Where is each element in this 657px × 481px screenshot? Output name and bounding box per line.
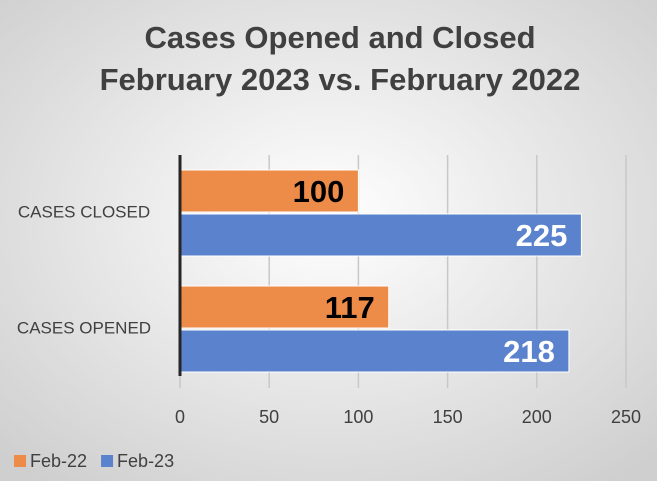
data-label: 100	[293, 174, 345, 209]
bar	[179, 213, 582, 257]
bar	[179, 169, 359, 213]
legend-label: Feb-23	[117, 451, 174, 471]
x-tick-label: 0	[175, 407, 185, 427]
y-tick-label: CASES OPENED	[17, 318, 151, 337]
x-tick-label: 50	[259, 407, 279, 427]
data-label: 218	[503, 334, 555, 369]
x-tick-label: 150	[433, 407, 463, 427]
x-tick-label: 250	[611, 407, 641, 427]
legend-swatch	[14, 455, 26, 467]
legend-label: Feb-22	[30, 451, 87, 471]
data-label: 225	[516, 218, 568, 253]
y-tick-label: CASES CLOSED	[18, 202, 150, 221]
x-tick-label: 200	[522, 407, 552, 427]
data-label: 117	[325, 290, 375, 325]
chart-title: Cases Opened and Closed	[144, 20, 535, 55]
bar	[179, 285, 390, 329]
chart-title: February 2023 vs. February 2022	[100, 62, 581, 97]
bar	[179, 329, 570, 373]
legend-swatch	[101, 455, 114, 467]
x-tick-label: 100	[343, 407, 373, 427]
